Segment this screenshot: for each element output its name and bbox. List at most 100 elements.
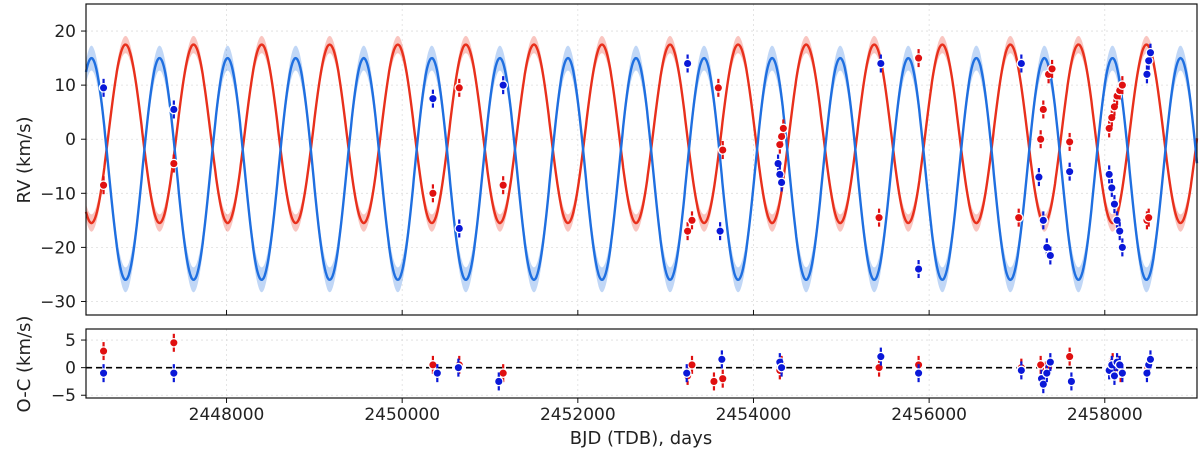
x-ticks: 2448000 2450000 2452000 2454000 2456000 24580… [189, 398, 1143, 425]
residual-point-blue [717, 354, 727, 365]
rv-point-red [778, 123, 789, 134]
rv-point-red [682, 226, 693, 237]
rv-point-blue [1109, 199, 1120, 209]
x-tick-label: 2454000 [716, 405, 792, 425]
residual-point-blue [1066, 376, 1077, 387]
residual-y-tick-label: 5 [65, 331, 76, 351]
rv-y-tick-label: −10 [40, 184, 76, 204]
rv-point-blue [715, 226, 725, 237]
rv-point-blue [913, 264, 924, 274]
rv-point-red [774, 139, 785, 150]
x-tick-label: 2448000 [189, 405, 265, 425]
rv-observations [98, 43, 1156, 279]
rv-panel: 20 10 0 −10 −20 −30 RV (km/s) [14, 3, 1199, 316]
rv-point-red [713, 82, 724, 93]
residual-point-blue [1117, 368, 1128, 379]
residual-point-blue [1041, 368, 1052, 379]
rv-point-blue [454, 223, 465, 234]
residual-point-red [498, 368, 509, 379]
rv-point-red [1047, 64, 1057, 74]
residual-point-red [428, 360, 438, 370]
residual-point-red [709, 376, 719, 387]
rv-point-blue [875, 58, 886, 69]
rv-y-tick-label: 10 [54, 76, 76, 96]
model-line-primary [84, 43, 1199, 225]
rv-point-red [687, 215, 697, 226]
rv-point-blue [1143, 55, 1154, 66]
rv-point-red [1143, 212, 1154, 223]
model-line-secondary [84, 56, 1199, 282]
residual-frame [85, 328, 1198, 399]
residual-point-red [1064, 351, 1075, 362]
rv-point-blue [773, 158, 783, 169]
rv-ylabel: RV (km/s) [14, 116, 35, 203]
rv-model-lines [84, 43, 1199, 282]
rv-point-red [1117, 80, 1128, 90]
rv-point-red [168, 158, 179, 169]
residual-point-blue [681, 368, 692, 379]
residual-y-tick-label: −5 [51, 386, 76, 406]
rv-point-blue [168, 104, 179, 115]
residual-point-red [717, 373, 728, 384]
x-tick-label: 2452000 [540, 405, 616, 425]
residual-panel: 5 0 −5 2448000 2450000 2452000 2454000 2456000… [14, 316, 1198, 449]
x-axis-label: BJD (TDB), days [570, 428, 712, 449]
residual-point-blue [913, 368, 924, 379]
rv-point-blue [1104, 169, 1115, 180]
residual-grid [86, 329, 1197, 398]
rv-point-blue [1016, 58, 1027, 69]
rv-point-blue [1117, 242, 1128, 253]
x-tick-label: 2456000 [891, 405, 967, 425]
residual-points [98, 333, 1156, 394]
residual-point-red [874, 362, 884, 373]
residual-point-blue [1016, 365, 1027, 376]
residual-point-blue [98, 368, 109, 379]
rv-point-blue [774, 169, 785, 180]
rv-point-red [913, 53, 924, 63]
residual-point-blue [1145, 354, 1156, 365]
rv-point-blue [98, 82, 109, 93]
rv-point-red [776, 131, 787, 142]
rv-point-blue [1038, 215, 1049, 226]
rv-y-tick-label: −20 [40, 238, 76, 258]
rv-y-ticks: 20 10 0 −10 −20 −30 [40, 22, 86, 312]
residual-y-tick-label: 0 [65, 359, 76, 379]
rv-frame [85, 3, 1198, 316]
rv-point-red [874, 212, 884, 223]
x-tick-label: 2450000 [364, 405, 440, 425]
residual-point-blue [1045, 357, 1056, 367]
x-tick-label: 2458000 [1067, 405, 1143, 425]
rv-y-tick-label: −30 [40, 292, 76, 312]
rv-point-blue [1064, 166, 1075, 177]
rv-point-red [1013, 212, 1024, 223]
rv-point-red [454, 82, 465, 93]
rv-point-blue [1106, 183, 1117, 193]
residual-point-red [168, 337, 179, 348]
rv-point-red [498, 180, 509, 191]
residual-point-blue [1038, 379, 1049, 390]
residual-point-blue [432, 368, 443, 379]
rv-point-blue [682, 58, 693, 69]
residual-point-blue [1142, 368, 1152, 379]
rv-point-blue [1045, 250, 1056, 261]
residual-point-blue [493, 376, 504, 387]
rv-point-red [1064, 137, 1075, 147]
rv-point-blue [1114, 226, 1125, 237]
residual-point-blue [453, 362, 464, 373]
residual-point-blue [875, 351, 886, 362]
rv-point-blue [776, 177, 787, 188]
rv-point-red [98, 180, 109, 191]
residual-point-red [687, 360, 697, 370]
rv-point-blue [1142, 69, 1152, 80]
residual-ylabel: O-C (km/s) [14, 316, 35, 413]
residual-point-blue [168, 368, 179, 379]
rv-point-blue [498, 80, 509, 90]
rv-point-red [428, 188, 438, 199]
model-band-secondary [86, 45, 1197, 293]
rv-y-tick-label: 20 [54, 22, 76, 42]
rv-point-blue [428, 93, 438, 104]
rv-point-red [1038, 104, 1049, 115]
rv-point-blue [1145, 47, 1156, 58]
rv-y-tick-label: 0 [65, 130, 76, 150]
